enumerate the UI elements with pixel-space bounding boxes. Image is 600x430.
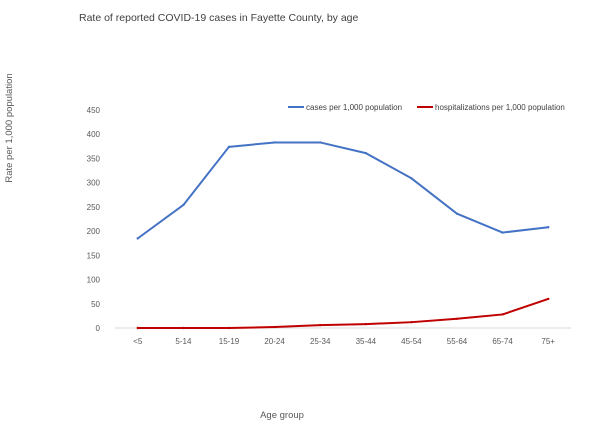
y-tick-label: 350	[87, 154, 101, 163]
x-tick-label: 75+	[541, 337, 555, 346]
y-tick-label: 300	[87, 179, 101, 188]
legend-label: hospitalizations per 1,000 population	[435, 103, 565, 112]
y-tick-label: 50	[91, 300, 100, 309]
y-tick-label: 150	[87, 251, 101, 260]
x-tick-label: 20-24	[264, 337, 285, 346]
y-tick-label: 250	[87, 203, 101, 212]
series-2-point	[501, 313, 504, 316]
x-tick-label: <5	[133, 337, 143, 346]
x-tick-label: 65-74	[492, 337, 513, 346]
series-2-point	[547, 297, 550, 301]
x-tick-label: 25-34	[310, 337, 331, 346]
series-1-point	[136, 237, 139, 240]
x-axis-ticks: <5 5-14 15-19 20-24 25-34 35-44 45-54 55-64 65-7…	[133, 337, 555, 346]
series-1-point	[410, 177, 413, 180]
x-tick-label: 35-44	[356, 337, 377, 346]
series-2-point	[182, 326, 185, 330]
series-2-point	[455, 317, 459, 320]
x-tick-label: 5-14	[175, 337, 192, 346]
series-1-point	[319, 141, 322, 144]
chart-title: Rate of reported COVID-19 cases in Fayet…	[79, 12, 359, 24]
series-lines	[136, 141, 550, 330]
series-line-1	[136, 141, 550, 240]
y-axis-title: Rate per 1,000 population	[4, 73, 15, 182]
x-tick-label: 55-64	[447, 337, 468, 346]
y-tick-label: 0	[96, 324, 101, 333]
x-tick-label: 15-19	[219, 337, 240, 346]
series-2-point	[273, 325, 276, 329]
x-tick-label: 45-54	[401, 337, 422, 346]
series-1-point	[364, 151, 367, 155]
series-line-2	[136, 297, 550, 329]
y-tick-label: 200	[87, 227, 101, 236]
series-1-point	[547, 226, 550, 229]
series-2-point	[410, 320, 413, 324]
legend-label: cases per 1,000 population	[306, 103, 402, 112]
series-2-point	[364, 322, 367, 326]
y-tick-label: 100	[87, 276, 101, 285]
series-2-point	[319, 323, 322, 327]
y-tick-label: 450	[87, 106, 101, 115]
series-1-point	[182, 203, 185, 207]
legend: cases per 1,000 population hospitalizatio…	[288, 103, 565, 112]
x-axis-title: Age group	[260, 410, 304, 421]
series-1-point	[455, 212, 459, 215]
y-tick-label: 400	[87, 130, 101, 139]
series-1-point	[227, 145, 231, 149]
series-2-point	[227, 326, 231, 330]
series-2-point	[136, 326, 139, 330]
series-1-point	[501, 231, 504, 234]
y-axis-ticks: 0 50 100 150 200 250 300 350 400 450	[87, 106, 101, 333]
series-1-point	[273, 141, 276, 144]
